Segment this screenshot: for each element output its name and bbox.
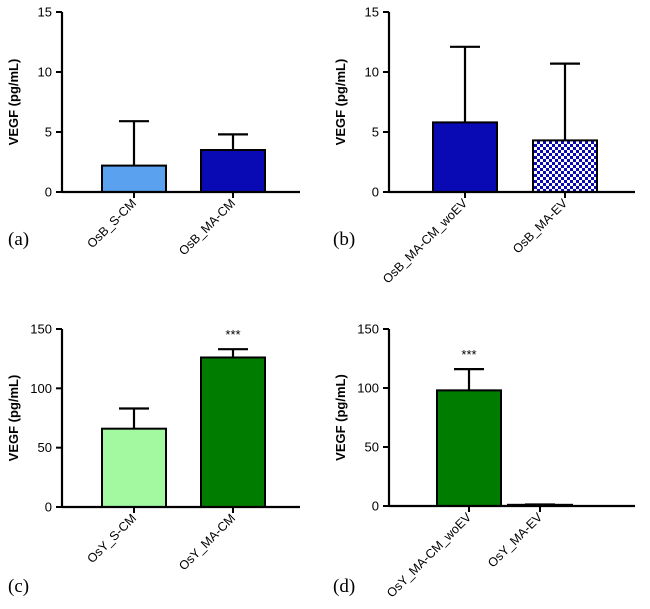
y-tick-label: 0	[372, 185, 379, 200]
y-tick-label: 5	[45, 125, 52, 140]
y-tick-label: 10	[38, 65, 52, 80]
panel-label: (c)	[8, 576, 29, 597]
y-tick-label: 5	[372, 125, 379, 140]
y-tick-label: 100	[357, 381, 379, 396]
category-label: OsB_MA-EV	[510, 196, 570, 256]
significance-label: ***	[225, 327, 240, 342]
y-tick-label: 15	[365, 5, 379, 20]
panel-label: (b)	[333, 229, 355, 250]
panel-label: (d)	[333, 576, 355, 597]
y-tick-label: 100	[30, 381, 52, 396]
category-label: OsY_MA-EV	[485, 510, 545, 570]
y-axis-label: VEGF (pg/mL)	[6, 59, 21, 146]
bar-2	[200, 356, 266, 509]
bar-1	[101, 164, 167, 194]
y-axis-label: VEGF (pg/mL)	[6, 375, 21, 462]
bar-2	[532, 139, 598, 193]
significance-label: ***	[461, 347, 476, 362]
category-label: OsY_MA-CM_woEV	[384, 510, 474, 600]
bar-1	[432, 121, 498, 193]
category-label: OsB_S-CM	[85, 196, 140, 251]
y-axis-label: VEGF (pg/mL)	[333, 59, 348, 146]
bar-1	[436, 389, 502, 507]
y-tick-label: 0	[45, 500, 52, 515]
bar-1	[101, 427, 167, 508]
y-tick-label: 150	[357, 322, 379, 337]
category-label: OsY_S-CM	[85, 511, 140, 566]
category-label: OsB_MA-CM	[176, 196, 238, 258]
y-tick-label: 15	[38, 5, 52, 20]
panel-label: (a)	[8, 229, 29, 250]
y-tick-label: 50	[38, 440, 52, 455]
y-axis-label: VEGF (pg/mL)	[333, 374, 348, 461]
y-tick-label: 10	[365, 65, 379, 80]
category-label: OsY_MA-CM	[176, 511, 238, 573]
category-label: OsB_MA-CM_woEV	[380, 196, 470, 286]
bar-2	[200, 149, 266, 193]
y-tick-label: 50	[365, 440, 379, 455]
y-tick-label: 0	[45, 185, 52, 200]
y-tick-label: 150	[30, 322, 52, 337]
y-tick-label: 0	[372, 499, 379, 514]
